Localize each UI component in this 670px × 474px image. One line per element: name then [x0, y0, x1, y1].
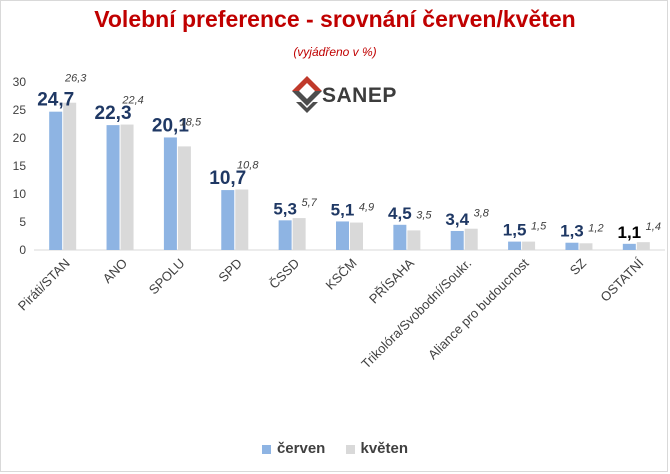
x-tick-label: PŘÍSAHA: [366, 255, 417, 306]
x-tick-label: SPD: [215, 256, 245, 286]
legend-swatch-kveten: [345, 444, 355, 454]
data-label-kveten: 22,4: [121, 95, 143, 107]
data-label-cerven: 10,7: [209, 168, 246, 189]
bar-kveten: [464, 228, 478, 250]
x-tick-label: Trikolóra/Svobodní/Soukr.: [358, 256, 474, 372]
y-tick-label: 15: [13, 159, 27, 173]
data-label-kveten: 1,5: [531, 221, 547, 233]
data-label-kveten: 26,3: [64, 73, 87, 85]
data-label-cerven: 22,3: [95, 103, 132, 124]
bar-kveten: [579, 243, 593, 250]
data-label-cerven: 5,1: [331, 200, 355, 219]
data-label-kveten: 4,9: [359, 202, 374, 214]
bar-kveten: [636, 242, 650, 250]
sanep-logo-icon: [292, 76, 322, 113]
legend-label-kveten: květen: [360, 440, 409, 457]
bar-kveten: [522, 241, 536, 250]
y-tick-label: 20: [13, 131, 27, 145]
data-label-cerven: 24,7: [37, 90, 74, 111]
bar-cerven: [49, 111, 63, 251]
bar-kveten: [292, 218, 306, 250]
data-label-cerven: 20,1: [152, 115, 189, 136]
x-tick-label: Aliance pro budoucnost: [425, 255, 532, 362]
data-label-kveten: 1,4: [646, 221, 661, 233]
legend-swatch-cerven: [261, 444, 271, 454]
data-label-kveten: 18,5: [180, 116, 202, 128]
bar-cerven: [393, 224, 407, 250]
data-label-kveten: 3,5: [416, 209, 432, 221]
data-label-kveten: 10,8: [237, 160, 259, 172]
y-tick-label: 30: [13, 75, 27, 89]
data-label-kveten: 1,2: [588, 222, 603, 234]
y-tick-label: 0: [19, 243, 26, 257]
legend-item-cerven: červen: [261, 440, 326, 457]
data-label-kveten: 3,8: [474, 208, 490, 220]
bar-cerven: [221, 190, 235, 250]
bar-kveten: [235, 189, 249, 250]
bar-cerven: [450, 230, 464, 250]
bar-kveten: [350, 222, 363, 250]
y-tick-label: 10: [13, 187, 27, 201]
bar-cerven: [106, 125, 120, 250]
bar-cerven: [163, 137, 177, 250]
x-tick-label: KSČM: [322, 256, 359, 293]
legend-item-kveten: květen: [345, 440, 409, 457]
chart-title: Volební preference - srovnání červen/kvě…: [94, 6, 576, 32]
bar-kveten: [63, 102, 77, 250]
legend: červen květen: [0, 440, 670, 457]
data-label-cerven: 3,4: [445, 210, 469, 229]
data-label-cerven: 1,5: [503, 221, 527, 240]
bar-cerven: [508, 241, 522, 250]
data-label-cerven: 1,1: [617, 223, 641, 242]
sanep-logo-text: SANEP: [322, 84, 397, 107]
x-tick-label: SPOLU: [146, 256, 188, 298]
bar-cerven: [622, 243, 636, 250]
bar-kveten: [177, 146, 191, 250]
bar-cerven: [278, 220, 292, 250]
data-label-cerven: 4,5: [388, 204, 412, 223]
legend-label-cerven: červen: [276, 440, 326, 457]
x-tick-label: ANO: [100, 256, 131, 287]
x-tick-label: ČSSD: [266, 256, 302, 292]
bar-cerven: [565, 242, 579, 250]
bar-cerven: [336, 221, 349, 250]
x-tick-label: Piráti/STAN: [15, 256, 73, 314]
data-label-cerven: 5,3: [273, 199, 297, 218]
x-tick-label: SZ: [567, 255, 589, 277]
bar-kveten: [407, 230, 421, 250]
x-tick-label: OSTATNÍ: [597, 255, 646, 304]
bar-kveten: [120, 124, 134, 250]
data-label-cerven: 1,3: [560, 222, 584, 241]
y-tick-label: 25: [13, 103, 27, 117]
data-label-kveten: 5,7: [301, 197, 317, 209]
chart-subtitle: (vyjádřeno v %): [293, 45, 377, 59]
y-tick-label: 5: [19, 215, 26, 229]
